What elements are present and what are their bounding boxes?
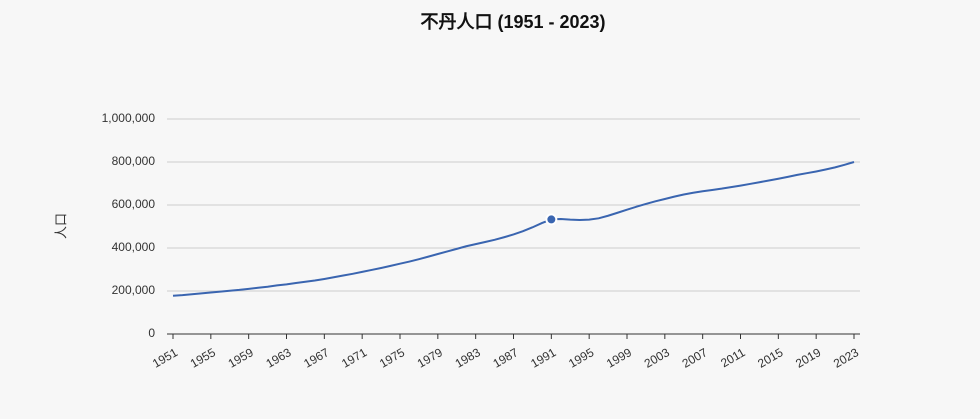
x-tick-label: 1951 <box>150 345 180 371</box>
x-tick-label: 1999 <box>604 345 634 371</box>
x-tick-label: 2019 <box>793 345 823 371</box>
y-tick-label: 800,000 <box>112 154 156 168</box>
x-tick-label: 1983 <box>453 345 483 371</box>
x-tick-label: 1971 <box>339 345 369 371</box>
hover-point <box>545 213 558 226</box>
x-tick-label: 1975 <box>377 345 407 371</box>
x-tick-label: 2011 <box>718 345 748 370</box>
y-tick-label: 400,000 <box>112 240 156 254</box>
y-tick-label: 200,000 <box>112 283 156 297</box>
x-tick-label: 1991 <box>528 345 558 371</box>
x-tick-label: 1987 <box>490 345 520 371</box>
x-tick-label: 2007 <box>680 345 710 371</box>
x-tick-label: 2003 <box>642 345 672 371</box>
x-tick-label: 1967 <box>301 345 331 371</box>
x-tick-label: 1995 <box>566 345 596 371</box>
y-axis-label: 人口 <box>53 213 68 239</box>
y-tick-label: 0 <box>148 326 155 340</box>
x-tick-label: 1963 <box>263 345 293 371</box>
y-tick-label: 600,000 <box>112 197 156 211</box>
x-tick-label: 2023 <box>831 345 861 371</box>
y-tick-label: 1,000,000 <box>102 111 156 125</box>
x-tick-label: 1959 <box>226 345 256 371</box>
chart-title: 不丹人口 (1951 - 2023) <box>420 12 605 32</box>
x-tick-label: 1979 <box>415 345 445 371</box>
x-tick-label: 2015 <box>755 345 785 371</box>
x-tick-label: 1955 <box>188 345 218 371</box>
series-line <box>172 161 855 297</box>
